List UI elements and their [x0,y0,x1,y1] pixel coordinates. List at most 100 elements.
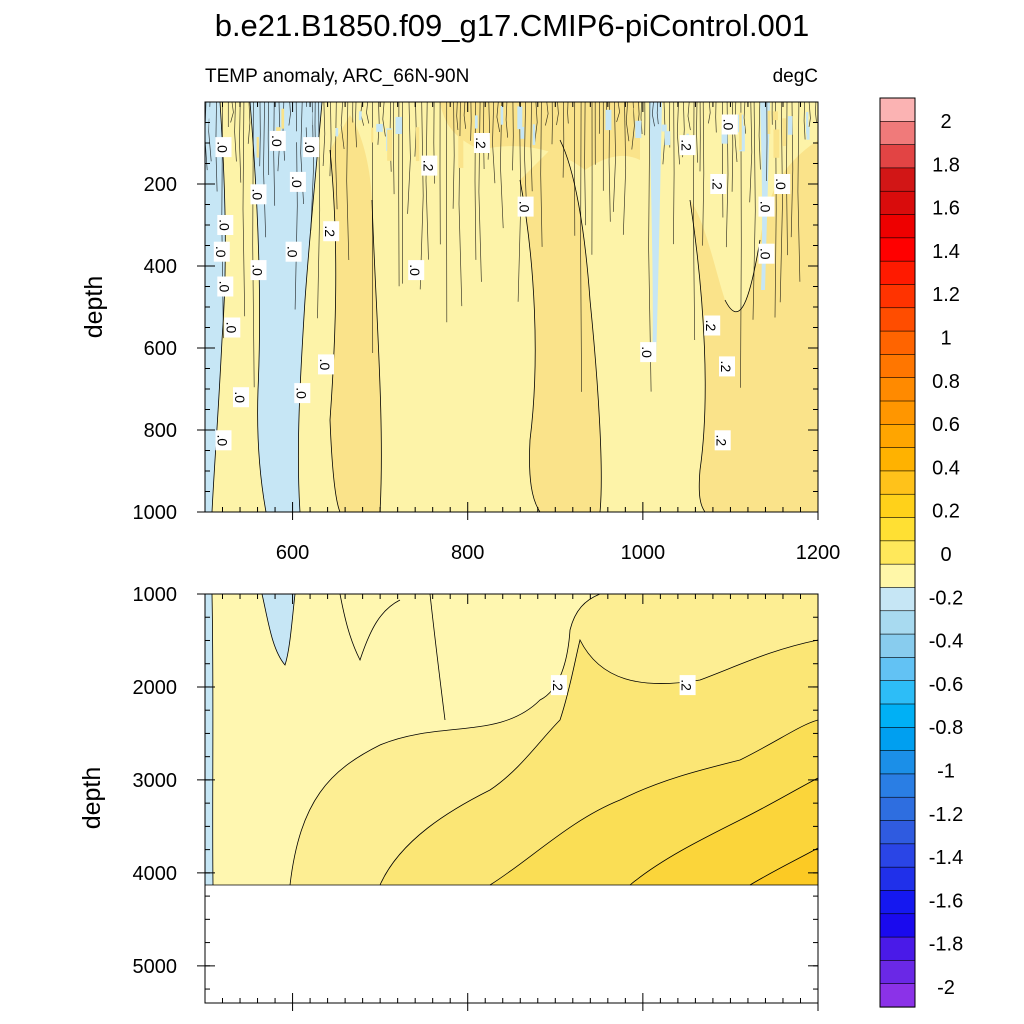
contour-label: .2 [420,155,438,176]
subtitle-right: degC [773,66,818,87]
colorbar-box [879,97,916,122]
surface-contour-line [230,102,234,123]
surface-contour-line [377,102,380,145]
contour-label: .0 [758,243,775,264]
surface-contour-line [616,102,620,123]
surface-negative-patch [358,111,362,121]
surface-negative-patch [269,124,273,133]
colorbar-box [879,354,916,379]
colorbar-box [879,307,916,332]
surface-contour-line [656,102,659,125]
surface-contour-line [708,102,711,124]
contour-label-bg [250,184,267,205]
colorbar-label: 1.2 [932,284,960,306]
colorbar-box [879,610,916,635]
bottom-contour-fill: .2 .2 [205,594,818,1003]
contour-label: .0 [232,387,249,408]
contour-label-bg [421,155,438,176]
contour-label: .2 [550,675,567,696]
colorbar-box [879,983,916,1008]
contour-label-text: .0 [758,201,774,213]
surface-contour-line [470,102,472,141]
colorbar-label: -0.4 [929,631,963,653]
colorbar-label: 1.6 [932,198,960,220]
contour-label: .0 [317,354,334,375]
contour-label: .0 [250,184,267,205]
surface-contour-line [335,102,338,210]
surface-positive-patch [739,112,742,150]
contour-label-text: .0 [216,219,232,231]
surface-contour-line [779,102,783,303]
contour-label-text: .0 [293,387,309,399]
surface-contour-line [540,102,543,247]
surface-negative-patch [532,124,536,145]
surface-contour-line [505,102,509,138]
y-tick-label: 1000 [133,584,178,606]
contour-label: .0 [285,241,302,262]
colorbar-box [879,657,916,682]
contour-label-text: .0 [285,246,301,258]
surface-contour-line [625,102,630,142]
x-tick-label: 1000 [621,542,666,564]
surface-contour-line [242,102,246,317]
surface-contour-line [492,102,496,184]
contour-label-text: .0 [215,141,231,153]
colorbar-label: 2 [940,111,951,133]
top-neg-spike-2 [760,102,770,290]
surface-contour-line [252,102,255,388]
contour-label-text: .0 [773,178,789,190]
top-neg-strip-main [250,102,322,512]
top-band-02-right [690,140,818,512]
contour-label: .0 [250,260,267,281]
contour-label: .0 [721,114,738,135]
bottom-y-axis: 1000 2000 3000 4000 5000 [133,584,818,990]
surface-negative-patch [303,108,310,128]
colorbar-box [879,377,916,402]
contour-label-bg [719,356,735,377]
colorbar-box [879,773,916,798]
colorbar-box [879,680,916,705]
top-band-02-center [440,102,640,170]
y-tick-label: 2000 [133,677,178,699]
colorbar-label: 1.4 [932,241,960,263]
contour-label-bg [318,354,334,375]
surface-contour-line [797,102,801,282]
contour-label-text: .0 [302,141,318,153]
contour-label-text: .0 [407,264,423,276]
contour-label-bg [285,241,302,262]
surface-positive-patch [772,111,778,121]
contour-label: .0 [293,383,311,404]
contour-label: .2 [709,174,727,194]
x-tick-label: 600 [276,542,309,564]
colorbar-box [879,960,916,985]
contour-label-text: .0 [517,201,533,213]
surface-contour-line [743,102,747,134]
contour-label-text: .0 [721,119,737,131]
colorbar-box [879,913,916,938]
colorbar-label: 0.8 [932,371,960,393]
surface-negative-patch [207,110,213,119]
surface-contour-line [702,102,705,246]
surface-negative-patch [661,124,667,132]
bottom-plot-frame [204,593,819,1004]
contour-label: .0 [758,196,775,217]
colorbar-box [879,540,916,565]
contour-label-bg [714,430,731,451]
colorbar-box [879,447,916,472]
colorbar-frame [879,97,916,1008]
surface-contour-line [288,102,291,126]
contour-label: .2 [679,135,696,156]
colorbar-label: -0.8 [929,717,963,739]
y-tick-label: 4000 [133,863,178,885]
surface-negative-patch [806,111,809,134]
surface-contour-line [530,102,533,192]
surface-positive-patch [782,118,786,146]
contour-label-text: .2 [709,178,725,190]
contour-label-text: .2 [679,139,695,151]
surface-contour-line [534,102,538,143]
contour-label-bg [217,215,234,235]
contour-label-bg [679,675,696,696]
surface-positive-patch [458,136,464,168]
surface-positive-patch [773,129,780,158]
